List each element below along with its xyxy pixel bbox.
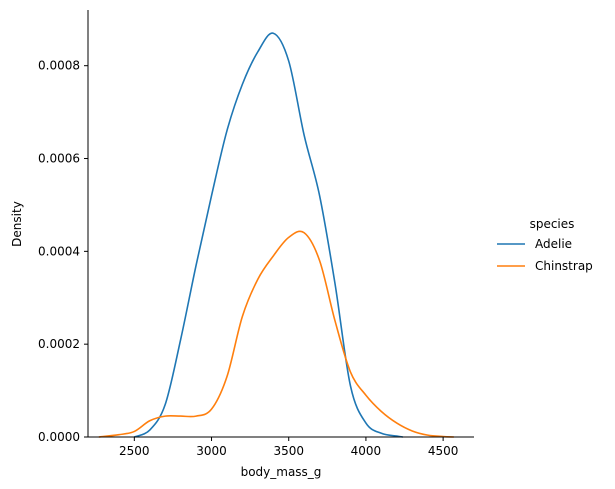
legend: species Adelie Chinstrap bbox=[497, 217, 593, 273]
x-tick-label: 3000 bbox=[196, 444, 227, 458]
axes bbox=[87, 10, 474, 438]
plot-lines bbox=[98, 32, 454, 438]
y-tick-label: 0.0002 bbox=[38, 337, 80, 351]
legend-label-adelie: Adelie bbox=[535, 237, 572, 251]
y-tick-label: 0.0004 bbox=[38, 244, 80, 258]
y-tick-label: 0.0008 bbox=[38, 59, 80, 73]
legend-title: species bbox=[530, 217, 575, 231]
x-ticks: 2500 3000 3500 4000 4500 bbox=[119, 437, 458, 458]
x-tick-label: 3500 bbox=[273, 444, 304, 458]
x-tick-label: 4500 bbox=[428, 444, 459, 458]
y-tick-label: 0.0006 bbox=[38, 152, 80, 166]
y-ticks: 0.0000 0.0002 0.0004 0.0006 0.0008 bbox=[38, 59, 88, 444]
series-line-adelie bbox=[133, 32, 404, 438]
series-line-chinstrap bbox=[98, 230, 454, 438]
x-tick-label: 4000 bbox=[351, 444, 382, 458]
y-axis-label: Density bbox=[10, 201, 24, 247]
y-tick-label: 0.0000 bbox=[38, 430, 80, 444]
legend-label-chinstrap: Chinstrap bbox=[535, 259, 593, 273]
x-axis-label: body_mass_g bbox=[241, 465, 322, 479]
x-tick-label: 2500 bbox=[119, 444, 150, 458]
